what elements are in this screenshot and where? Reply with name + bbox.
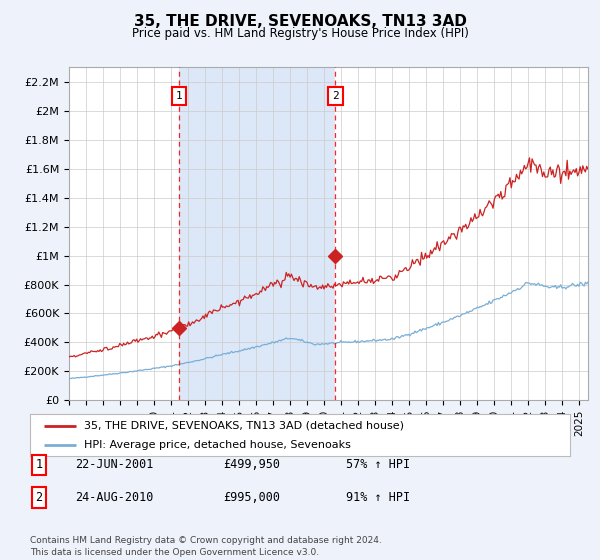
Text: 35, THE DRIVE, SEVENOAKS, TN13 3AD (detached house): 35, THE DRIVE, SEVENOAKS, TN13 3AD (deta… (84, 421, 404, 431)
Text: 35, THE DRIVE, SEVENOAKS, TN13 3AD: 35, THE DRIVE, SEVENOAKS, TN13 3AD (134, 14, 466, 29)
Text: HPI: Average price, detached house, Sevenoaks: HPI: Average price, detached house, Seve… (84, 440, 351, 450)
Bar (179, 67, 335, 400)
Text: 91% ↑ HPI: 91% ↑ HPI (346, 491, 410, 504)
Text: 24-AUG-2010: 24-AUG-2010 (75, 491, 153, 504)
Text: £499,950: £499,950 (223, 458, 281, 472)
Text: 2: 2 (35, 491, 43, 504)
Text: 22-JUN-2001: 22-JUN-2001 (75, 458, 153, 472)
Text: Contains HM Land Registry data © Crown copyright and database right 2024.
This d: Contains HM Land Registry data © Crown c… (30, 536, 382, 557)
Text: Price paid vs. HM Land Registry's House Price Index (HPI): Price paid vs. HM Land Registry's House … (131, 27, 469, 40)
Text: 57% ↑ HPI: 57% ↑ HPI (346, 458, 410, 472)
Text: £995,000: £995,000 (223, 491, 281, 504)
Text: 1: 1 (176, 91, 182, 101)
Text: 2: 2 (332, 91, 338, 101)
Text: 1: 1 (35, 458, 43, 472)
